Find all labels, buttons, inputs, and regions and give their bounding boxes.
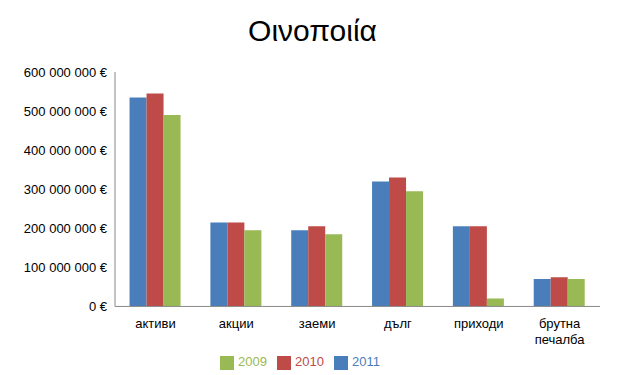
svg-text:приходи: приходи (454, 316, 504, 331)
svg-text:0 €: 0 € (89, 299, 108, 314)
svg-text:100 000 000 €: 100 000 000 € (24, 260, 108, 275)
svg-text:200 000 000 €: 200 000 000 € (24, 221, 108, 236)
svg-text:активи: активи (135, 316, 175, 331)
svg-text:брутнапечалба: брутнапечалба (535, 316, 586, 347)
svg-text:600 000 000 €: 600 000 000 € (24, 65, 108, 80)
svg-text:дълг: дълг (384, 316, 412, 331)
html-text:Οινοποιία: Οινοποιία (248, 14, 377, 47)
svg-text:300 000 000 €: 300 000 000 € (24, 182, 108, 197)
svg-text:заеми: заеми (299, 316, 336, 331)
html-text:2009: 2009 (238, 354, 267, 370)
html-text:2011: 2011 (351, 354, 380, 370)
html-text:2010: 2010 (295, 354, 324, 370)
svg-text:акции: акции (219, 316, 254, 331)
svg-text:400 000 000 €: 400 000 000 € (24, 143, 108, 158)
svg-text:500 000 000 €: 500 000 000 € (24, 104, 108, 119)
